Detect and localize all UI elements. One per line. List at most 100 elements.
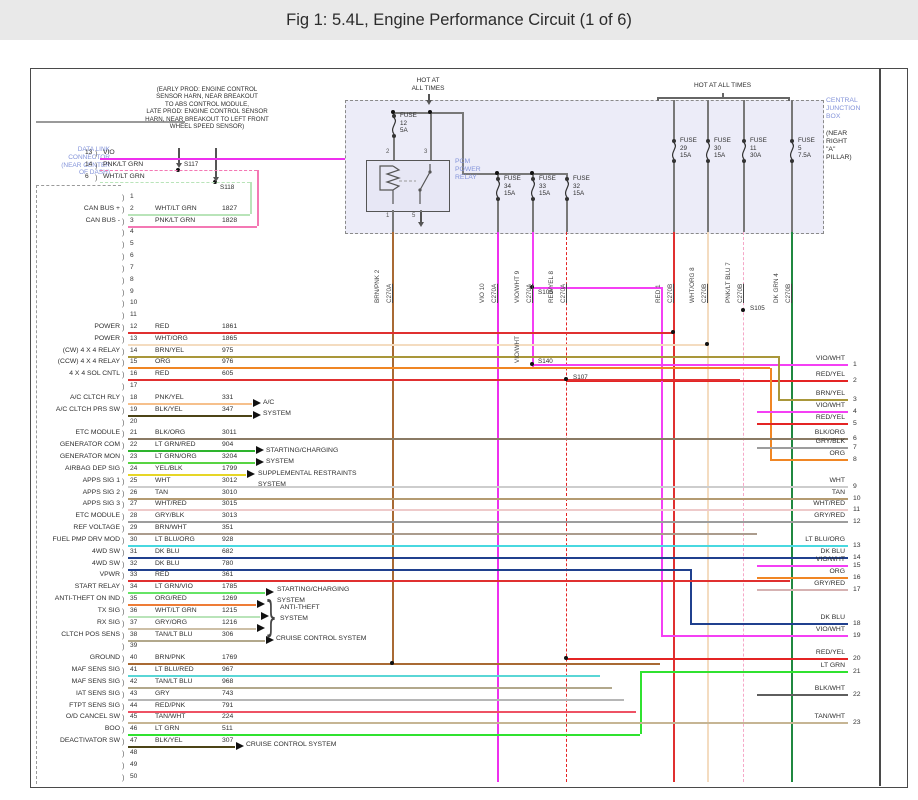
pin-wire: [128, 675, 600, 677]
pin-function-label: START RELAY: [74, 583, 120, 590]
circuit-number: 1865: [222, 335, 238, 342]
junction-dot: [671, 330, 675, 334]
right-pin-number: 16: [853, 574, 861, 581]
pin-number: 49: [130, 761, 138, 768]
wire: [392, 232, 394, 663]
right-pin-number: 10: [853, 495, 861, 502]
pin-number: 47: [130, 737, 138, 744]
pin-wire: [128, 722, 848, 724]
splice-label: S118: [220, 184, 235, 191]
right-pin-number: 1: [853, 361, 857, 368]
pin-bracket: ): [122, 477, 125, 486]
pin-bracket: ): [122, 205, 125, 214]
wire-color-label: BRN/PNK: [155, 654, 186, 661]
wire-color-label: RED: [155, 323, 170, 330]
arrowhead-icon: [253, 411, 261, 419]
circuit-number: 928: [222, 536, 234, 543]
connector-ref-label: C270A: [491, 283, 498, 303]
pin-bracket: ): [122, 536, 125, 545]
pin-number: 14: [130, 347, 138, 354]
pin-bracket: ): [122, 607, 125, 616]
pin-function-label: TX SIG: [97, 607, 120, 614]
pin-wire: [128, 687, 612, 689]
junction-dot: [428, 110, 432, 114]
right-wire-color-label: DK BLU: [820, 548, 845, 555]
wire-color-label: LT GRN/RED: [155, 441, 196, 448]
wire: [690, 569, 692, 623]
wire: [657, 97, 788, 99]
right-pin-number: 21: [853, 668, 861, 675]
wire-color-label: BLK/ORG: [155, 429, 186, 436]
pin-bracket: ): [122, 678, 125, 687]
circuit-number: 361: [222, 571, 234, 578]
wire: [778, 399, 848, 401]
junction-dot: [705, 342, 709, 346]
pin-bracket: ): [122, 713, 125, 722]
pin-wire: [128, 403, 252, 405]
wire: [661, 635, 848, 637]
dlc-wire: [100, 170, 257, 171]
right-wire-color-label: VIO/WHT: [815, 355, 845, 362]
wire: [743, 232, 744, 782]
right-pin-wire: [757, 447, 848, 449]
wire: [250, 182, 252, 214]
right-wire-color-label: TAN: [831, 489, 845, 496]
right-pin-number: 2: [853, 377, 857, 384]
right-pin-number: 5: [853, 420, 857, 427]
pin-function-label: BOO: [104, 725, 120, 732]
fuse-label: FUSE 12 5A: [400, 112, 417, 135]
circuit-number: 3012: [222, 477, 238, 484]
pin-number: 23: [130, 453, 138, 460]
arrowhead-icon: [266, 588, 274, 596]
circuit-number: 967: [222, 666, 234, 673]
wire: [393, 138, 395, 160]
right-wire-color-label: ORG: [829, 450, 845, 457]
right-wire-color-label: VIO/WHT: [815, 626, 845, 633]
pin-bracket: ): [122, 560, 125, 569]
splice-label: S140: [538, 358, 553, 365]
connector-ref-label: C270A: [560, 283, 567, 303]
junction-dot: [391, 110, 395, 114]
arrow-down-icon: [176, 163, 182, 168]
pin-bracket: ): [122, 288, 125, 297]
pin-wire: [128, 509, 848, 511]
system-callout: CRUISE CONTROL SYSTEM: [246, 741, 337, 748]
wire-color-label: PNK/LT GRN: [155, 217, 196, 224]
wire: [770, 368, 772, 459]
wire: [673, 100, 675, 140]
right-wire-color-label: BLK/WHT: [814, 685, 845, 692]
pin-number: 27: [130, 500, 138, 507]
arrow-down-icon: [418, 222, 424, 227]
pin-number: 36: [130, 607, 138, 614]
wire: [257, 170, 259, 226]
wire: [661, 287, 663, 635]
pin-wire: [128, 226, 257, 228]
pin-bracket: ): [122, 465, 125, 474]
pin-bracket: ): [122, 512, 125, 521]
right-wire-color-label: VIO/WHT: [815, 556, 845, 563]
circuit-number: 976: [222, 358, 234, 365]
wire: [462, 173, 566, 175]
pin-bracket: ): [122, 382, 125, 391]
arrowhead-icon: [257, 624, 265, 632]
right-pin-number: 22: [853, 691, 861, 698]
fuse-icon: [564, 177, 570, 201]
arrowhead-icon: [253, 399, 261, 407]
connector-ref-label: C270B: [667, 283, 674, 303]
wire: [690, 623, 848, 625]
vertical-wire-label: BRN/PNK 2: [374, 269, 381, 303]
pin-number: 39: [130, 642, 138, 649]
pin-function-label: O/D CANCEL SW: [65, 713, 120, 720]
hot-at-all-times-label: HOT AT ALL TIMES: [411, 77, 445, 92]
arrowhead-icon: [266, 636, 274, 644]
pin-bracket: ): [122, 737, 125, 746]
fuse-icon: [741, 139, 747, 163]
wire: [707, 100, 709, 140]
pin-wire: [128, 663, 660, 665]
fuse-icon: [705, 139, 711, 163]
pin-wire: [128, 498, 848, 500]
wire-color-label: DK BLU: [155, 560, 180, 567]
system-callout: SYSTEM: [266, 458, 294, 465]
note-block: (EARLY PROD: ENGINE CONTROL SENSOR HARN,…: [145, 86, 269, 131]
pcm-power-relay-label: PCM POWER RELAY: [455, 158, 481, 182]
